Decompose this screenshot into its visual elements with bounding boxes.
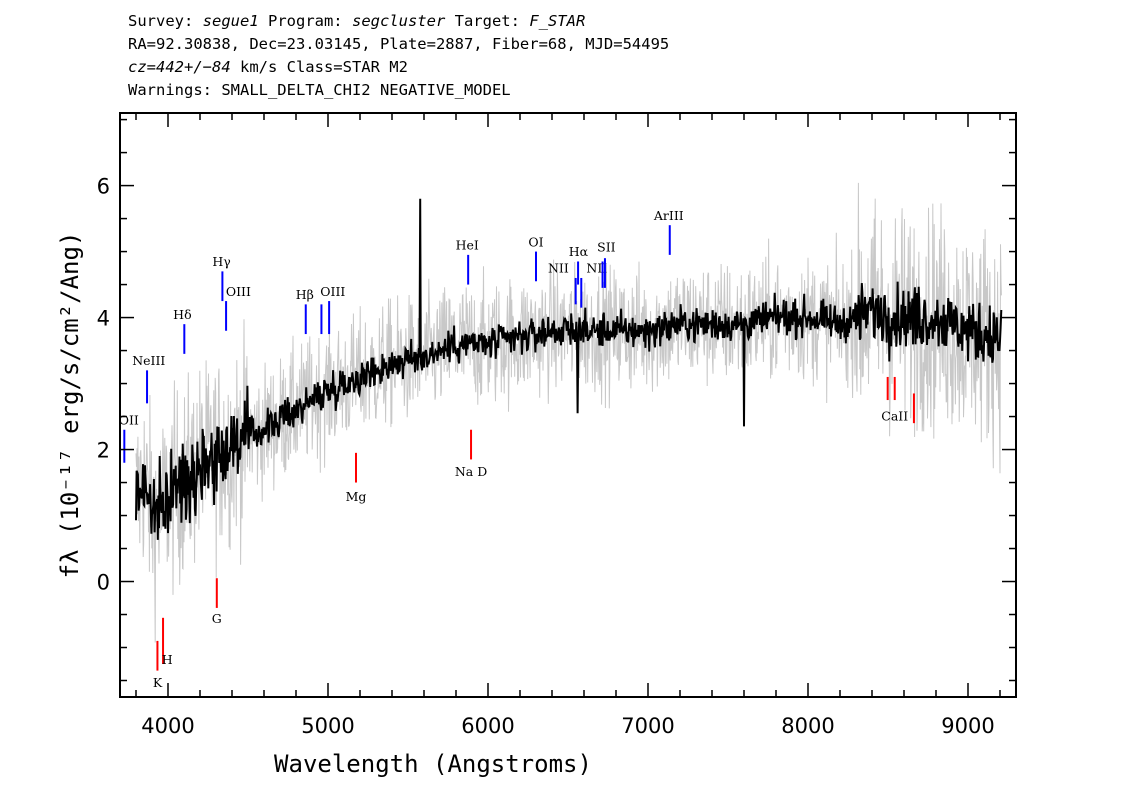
header-coordinates-line: RA=92.30838, Dec=23.03145, Plate=2887, F… bbox=[128, 35, 670, 53]
axes: 4000 5000 6000 7000 8000 9000 0 2 4 6 Wavelength (… bbox=[56, 113, 1016, 778]
target-prefix: Target: bbox=[445, 12, 530, 30]
absorption-label-5: CaII bbox=[881, 409, 908, 424]
emission-label-2: Hδ bbox=[173, 307, 191, 322]
header-redshift-line: cz=442+/−84 km/s Class=STAR M2 bbox=[128, 56, 669, 79]
emission-label-5: Hβ bbox=[296, 287, 314, 302]
x-tick-label: 8000 bbox=[781, 714, 834, 738]
x-tick-label: 4000 bbox=[141, 714, 194, 738]
x-tick-label: 5000 bbox=[301, 714, 354, 738]
program-prefix: Program: bbox=[258, 12, 352, 30]
y-tick-label: 4 bbox=[97, 307, 110, 331]
y-tick-label: 6 bbox=[97, 175, 110, 199]
absorption-label-3: Mg bbox=[346, 489, 367, 504]
program-value: segcluster bbox=[351, 12, 446, 30]
emission-label-13: SII bbox=[597, 240, 616, 255]
header-warnings-line: Warnings: SMALL_DELTA_CHI2 NEGATIVE_MODE… bbox=[128, 81, 511, 99]
x-axis-title: Wavelength (Angstroms) bbox=[274, 750, 592, 778]
emission-label-9: OI bbox=[528, 234, 543, 249]
emission-label-10: NII bbox=[548, 261, 569, 276]
plot-area bbox=[135, 182, 1003, 643]
emission-label-15: ArIII bbox=[653, 208, 684, 223]
flux-series bbox=[135, 198, 1003, 540]
target-value: F_STAR bbox=[529, 12, 586, 30]
survey-prefix: Survey: bbox=[128, 12, 203, 30]
y-axis-title: fλ (10⁻¹⁷ erg/s/cm²/Ang) bbox=[56, 232, 84, 579]
emission-label-0: OII bbox=[119, 412, 139, 427]
survey-value: segue1 bbox=[202, 12, 259, 30]
emission-label-4: OIII bbox=[226, 284, 251, 299]
x-tick-label: 7000 bbox=[621, 714, 674, 738]
class-text: km/s Class=STAR M2 bbox=[230, 58, 408, 76]
absorption-label-1: H bbox=[162, 652, 173, 667]
emission-label-11: Hα bbox=[569, 244, 589, 259]
x-tick-label: 6000 bbox=[461, 714, 514, 738]
x-tick-label: 9000 bbox=[941, 714, 994, 738]
absorption-label-4: Na D bbox=[455, 464, 487, 479]
emission-label-3: Hγ bbox=[212, 254, 230, 269]
emission-label-6: OIII bbox=[320, 284, 345, 299]
plot-frame bbox=[119, 112, 1017, 698]
header-survey-line: Survey: segue1 Program: segcluster Targe… bbox=[128, 10, 669, 33]
cz-value: cz=442+/−84 bbox=[128, 58, 231, 76]
emission-label-8: HeI bbox=[456, 238, 479, 253]
y-tick-label: 2 bbox=[97, 439, 110, 463]
spectrum-header: Survey: segue1 Program: segcluster Targe… bbox=[128, 10, 669, 102]
absorption-label-2: G bbox=[212, 611, 222, 626]
emission-label-1: NeIII bbox=[132, 353, 165, 368]
y-tick-label: 0 bbox=[97, 571, 110, 595]
absorption-label-0: K bbox=[153, 675, 163, 690]
